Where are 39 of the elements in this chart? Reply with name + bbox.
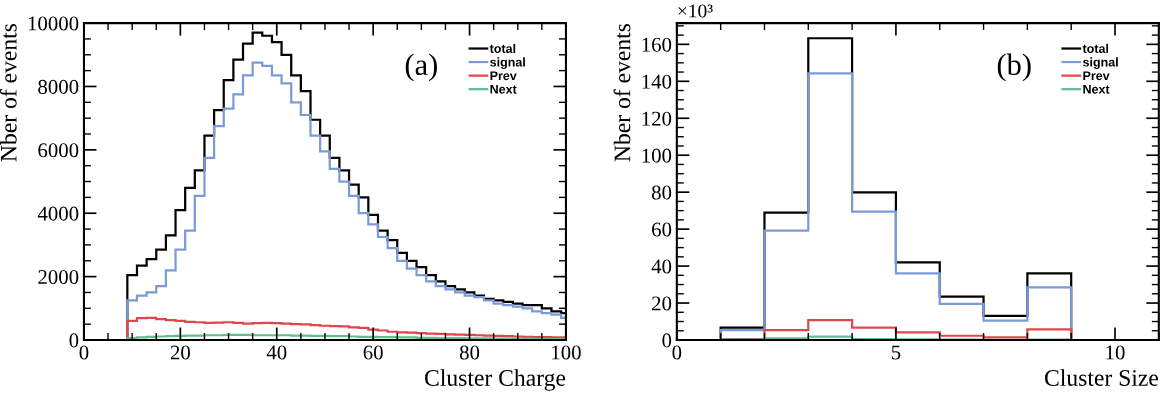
x-tick-label: 0 (79, 345, 89, 360)
x-axis-title: Cluster Size (1045, 369, 1158, 386)
x-tick-label: 60 (363, 345, 383, 360)
legend-label: total (489, 43, 516, 54)
y-tick-label: 6000 (38, 143, 79, 158)
y-tick-label: 140 (642, 74, 672, 89)
legend-label: total (1082, 43, 1109, 54)
x-axis-title: Cluster Charge (425, 369, 566, 391)
x-tick-label: 80 (459, 345, 480, 360)
y-tick-label: 40 (651, 259, 672, 274)
legend-label: Next (490, 84, 517, 94)
x-tick-label: 0 (672, 345, 682, 360)
annotation: (a) (405, 53, 437, 82)
legend-label: Prev (490, 71, 517, 81)
text: ×10³ (678, 4, 713, 18)
y-tick-label: 120 (642, 111, 672, 126)
y-tick-label: 0 (662, 333, 672, 348)
y-axis-title: Nber of events (0, 23, 17, 162)
x-tick-label: 40 (266, 345, 287, 360)
y-tick-label: 100 (642, 148, 672, 163)
x-tick-label: 20 (170, 345, 190, 360)
legend-label: signal (490, 57, 525, 70)
y-axis-title: Nber of events (613, 23, 631, 162)
y-tick-label: 2000 (38, 269, 79, 285)
x-tick-label: 10 (1106, 345, 1125, 360)
y-tick-label: 20 (652, 296, 672, 311)
y-tick-label: 60 (652, 222, 672, 237)
y-tick-label: 0 (69, 333, 79, 348)
legend-label: Prev (1083, 71, 1110, 81)
legend-label: signal (1082, 57, 1118, 70)
y-tick-label: 4000 (37, 206, 79, 221)
y-tick-label: 160 (642, 37, 672, 52)
y-tick-label: 10000 (28, 16, 79, 31)
legend-label: Next (1083, 84, 1110, 94)
y-tick-label: 8000 (38, 79, 79, 94)
y-tick-label: 80 (651, 185, 672, 200)
x-tick-label: 100 (552, 345, 581, 360)
x-tick-label: 5 (891, 345, 901, 360)
annotation: (b) (997, 53, 1031, 82)
